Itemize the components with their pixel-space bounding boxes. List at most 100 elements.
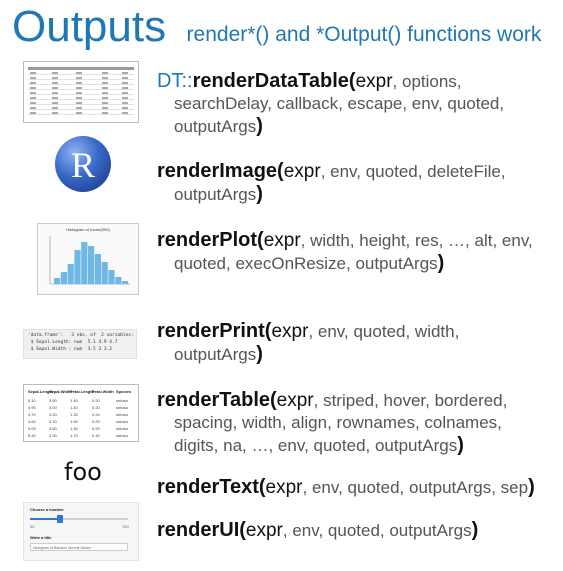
table-cell: 0.20 bbox=[92, 419, 100, 424]
datatable-cell bbox=[122, 72, 128, 74]
histogram-bar bbox=[74, 250, 81, 284]
function-arg-expr: expr bbox=[355, 71, 393, 92]
datatable-cell bbox=[122, 92, 128, 94]
datatable-cell bbox=[102, 87, 108, 89]
datatable-cell bbox=[76, 107, 82, 109]
table-cell: setosa bbox=[116, 405, 128, 410]
close-paren: ) bbox=[528, 476, 535, 498]
function-signature: renderText(expr, env, quoted, outputArgs… bbox=[157, 476, 535, 499]
function-args-text: spacing, width, align, rownames, colname… bbox=[174, 413, 502, 432]
function-signature: renderImage(expr, env, quoted, deleteFil… bbox=[157, 160, 506, 206]
function-args-text: outputArgs bbox=[174, 185, 257, 204]
datatable-cell bbox=[76, 72, 82, 74]
table-cell: 0.20 bbox=[92, 412, 100, 417]
histogram-bar bbox=[88, 246, 95, 284]
function-name: renderText( bbox=[157, 476, 266, 498]
table-cell: 3.20 bbox=[49, 412, 57, 417]
print-line: $ Sepal.Length: num 5.1 4.9 4.7 bbox=[28, 340, 118, 345]
table-cell: 0.40 bbox=[92, 433, 100, 438]
table-cell: 0.20 bbox=[92, 398, 100, 403]
function-signature: renderPrint(expr, env, quoted, width, out… bbox=[157, 320, 459, 366]
datatable-cell bbox=[122, 82, 128, 84]
histogram-bar bbox=[101, 262, 108, 284]
close-paren: ) bbox=[256, 343, 263, 365]
function-args-text: outputArgs bbox=[174, 117, 257, 136]
function-args: , striped, hover, bordered, bbox=[313, 391, 508, 410]
function-name: renderDataTable( bbox=[192, 70, 356, 92]
function-signature: renderUI(expr, env, quoted, outputArgs) bbox=[157, 519, 478, 542]
print-line: 'data.frame': 3 obs. of 2 variables: bbox=[28, 333, 134, 338]
datatable-cell bbox=[102, 77, 108, 79]
ui-slider-knob[interactable] bbox=[57, 515, 63, 523]
datatable-cell bbox=[30, 82, 36, 84]
datatable-cell bbox=[76, 97, 82, 99]
datatable-cell bbox=[30, 112, 36, 114]
histogram-bar bbox=[81, 242, 88, 284]
table-thumbnail: Sepal.Length Sepal.Width Petal.Length Petal… bbox=[23, 384, 139, 442]
table-cell: setosa bbox=[116, 412, 128, 417]
table-header-cell: Petal.Width bbox=[92, 389, 114, 394]
table-header-cell: Petal.Length bbox=[70, 389, 95, 394]
function-args-text: quoted, execOnResize, outputArgs bbox=[174, 254, 438, 273]
datatable-cell bbox=[30, 77, 36, 79]
table-cell: 3.50 bbox=[49, 398, 57, 403]
function-name: renderUI( bbox=[157, 519, 246, 541]
ui-title-input[interactable]: Histogram of Random Normal Values bbox=[30, 543, 128, 551]
function-args: , env, quoted, outputArgs, sep bbox=[302, 478, 529, 497]
datatable-cell bbox=[76, 112, 82, 114]
table-cell: setosa bbox=[116, 398, 128, 403]
datatable-cell bbox=[76, 82, 82, 84]
histogram-bar bbox=[60, 272, 67, 284]
datatable-row-line bbox=[28, 89, 134, 90]
function-args-continued: searchDelay, callback, escape, env, quot… bbox=[157, 93, 504, 115]
ui-slider-track[interactable] bbox=[30, 518, 128, 520]
function-args: , env, quoted, deleteFile, bbox=[320, 162, 506, 181]
table-cell: 5.40 bbox=[28, 433, 36, 438]
function-arg-expr: expr bbox=[265, 477, 303, 498]
datatable-row-line bbox=[28, 94, 134, 95]
function-name: renderPlot( bbox=[157, 229, 264, 251]
datatable-cell bbox=[122, 102, 128, 104]
datatable-cell bbox=[102, 82, 108, 84]
table-cell: 0.20 bbox=[92, 405, 100, 410]
function-args-continued: outputArgs) bbox=[157, 343, 459, 366]
datatable-cell bbox=[102, 107, 108, 109]
histogram-svg bbox=[49, 236, 130, 285]
close-paren: ) bbox=[457, 434, 464, 456]
table-cell: 3.00 bbox=[49, 405, 57, 410]
table-cell: 1.40 bbox=[70, 398, 78, 403]
function-args-continued: digits, na, …, env, quoted, outputArgs) bbox=[157, 434, 507, 457]
datatable-cell bbox=[30, 92, 36, 94]
r-logo: R bbox=[55, 136, 111, 192]
ui-slider-fill bbox=[30, 518, 60, 520]
print-thumbnail: 'data.frame': 3 obs. of 2 variables: $ S… bbox=[23, 329, 137, 359]
datatable-cell bbox=[52, 72, 58, 74]
function-arg-expr: expr bbox=[283, 161, 321, 182]
text-output-sample: foo bbox=[64, 458, 102, 486]
function-args: , env, quoted, width, bbox=[308, 322, 460, 341]
datatable-cell bbox=[76, 92, 82, 94]
table-cell: 4.90 bbox=[28, 405, 36, 410]
table-cell: 3.10 bbox=[49, 419, 57, 424]
function-args: , options, bbox=[392, 72, 462, 91]
function-args-continued: outputArgs) bbox=[157, 183, 506, 206]
datatable-cell bbox=[102, 72, 108, 74]
datatable-cell bbox=[122, 97, 128, 99]
datatable-row-line bbox=[28, 99, 134, 100]
function-args-continued: outputArgs) bbox=[157, 115, 504, 138]
table-cell: 4.70 bbox=[28, 412, 36, 417]
table-cell: 1.40 bbox=[70, 426, 78, 431]
histogram-bar bbox=[94, 254, 101, 284]
page-subtitle: render*() and *Output() functions work bbox=[186, 23, 542, 46]
histogram-bar bbox=[122, 281, 129, 284]
datatable-row-line bbox=[28, 114, 134, 115]
histogram-bar bbox=[54, 278, 61, 284]
table-cell: setosa bbox=[116, 433, 128, 438]
datatable-cell bbox=[52, 97, 58, 99]
datatable-cell bbox=[52, 77, 58, 79]
table-cell: 1.40 bbox=[70, 405, 78, 410]
ui-thumbnail: Choose a number 30 100 Write a title His… bbox=[23, 502, 139, 561]
datatable-cell bbox=[52, 102, 58, 104]
datatable-cell bbox=[52, 112, 58, 114]
histogram-bar bbox=[67, 264, 74, 284]
